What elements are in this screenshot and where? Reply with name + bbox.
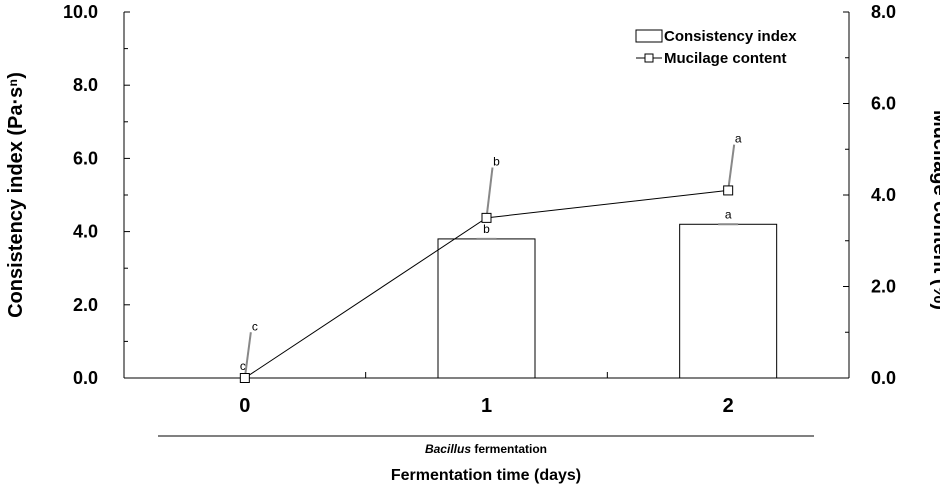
legend-bar-swatch <box>635 29 663 43</box>
y-right-label: Mucilage content (%) <box>929 110 940 310</box>
bar-sig-label: a <box>725 207 732 221</box>
right-tick-group: 0.0 2.0 4.0 6.0 8.0 <box>843 2 896 388</box>
bar-group: c b a <box>240 207 778 379</box>
left-tick-label: 2.0 <box>73 295 98 315</box>
right-tick-label: 4.0 <box>871 185 896 205</box>
bar-sig-label: b <box>483 222 490 236</box>
left-tick-label: 4.0 <box>73 222 98 242</box>
legend-bar-label: Consistency index <box>664 28 797 45</box>
line-marker <box>481 212 492 223</box>
line-marker <box>723 185 734 196</box>
bar <box>437 238 536 379</box>
left-tick-label: 0.0 <box>73 368 98 388</box>
left-tick-label: 10.0 <box>63 2 98 22</box>
right-tick-label: 0.0 <box>871 368 896 388</box>
x-tick-label: 1 <box>481 395 492 417</box>
group-label-italic: Bacillus <box>425 442 471 456</box>
x-tick-group: 0 1 2 <box>239 372 734 417</box>
left-tick-label: 6.0 <box>73 148 98 168</box>
line-sig-label: a <box>735 132 742 146</box>
bar <box>679 223 778 379</box>
group-label: Bacillus fermentation <box>425 442 547 456</box>
right-tick-label: 2.0 <box>871 277 896 297</box>
x-axis-label: Fermentation time (days) <box>391 467 581 484</box>
line-marker <box>239 373 250 383</box>
left-tick-label: 8.0 <box>73 75 98 95</box>
left-tick-group: 0.0 2.0 4.0 6.0 8.0 10.0 <box>63 2 130 388</box>
legend: Consistency index Mucilage content <box>635 28 797 67</box>
x-tick-label: 2 <box>723 395 734 417</box>
line-sig-label: b <box>493 155 500 169</box>
legend-line-marker <box>644 53 654 63</box>
line-sig-label: c <box>252 319 258 333</box>
right-tick-label: 8.0 <box>871 2 896 22</box>
x-tick-label: 0 <box>239 395 250 417</box>
bar-sig-label: c <box>240 359 246 373</box>
y-left-label: Consistency index (Pa·sⁿ) <box>5 72 27 318</box>
legend-line-label: Mucilage content <box>664 50 787 67</box>
line-group: c b a <box>239 132 742 383</box>
line-error-bar <box>485 167 494 218</box>
group-label-rest: fermentation <box>471 442 547 456</box>
right-tick-label: 6.0 <box>871 94 896 114</box>
line-error-bar <box>727 144 736 191</box>
line-error-bar <box>243 332 252 379</box>
